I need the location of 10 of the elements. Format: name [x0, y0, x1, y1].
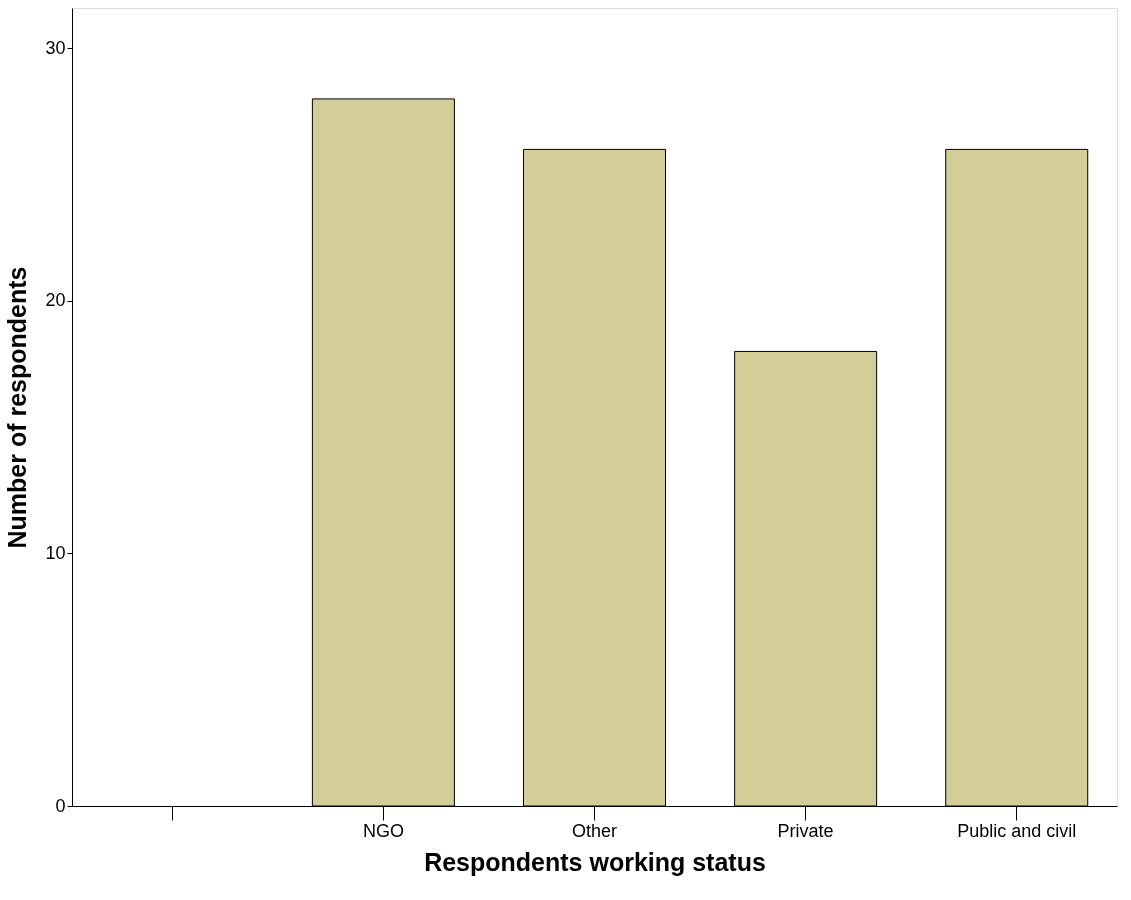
x-tick-label: NGO: [362, 820, 404, 841]
x-tick-label: Other: [571, 820, 618, 841]
y-tick-label: 20: [45, 290, 66, 311]
x-tick-label: Private: [777, 820, 834, 841]
y-axis-title: Number of respondents: [3, 266, 32, 549]
x-axis-title: Respondents working status: [424, 847, 766, 876]
y-tick-label: 10: [45, 542, 66, 563]
x-tick-label: Public and civil: [957, 820, 1077, 841]
y-tick-label: 0: [55, 795, 66, 816]
y-tick-label: 30: [45, 37, 66, 58]
